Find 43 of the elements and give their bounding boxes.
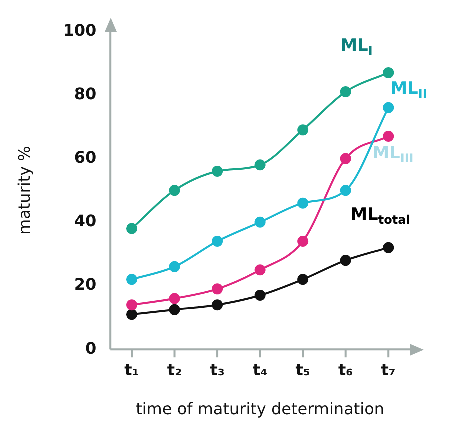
point: [126, 309, 138, 320]
point: [254, 160, 266, 171]
point: [254, 264, 266, 276]
y-tick-label: 20: [74, 275, 97, 294]
x-tick-label: t₇: [381, 360, 396, 380]
point: [383, 242, 394, 254]
x-tick-label: t₁: [124, 360, 140, 380]
x-tick-label: t₆: [338, 360, 354, 380]
y-tick-label: 40: [74, 212, 97, 231]
x-tick-label: t₅: [296, 360, 310, 380]
point: [298, 236, 309, 247]
point: [169, 293, 180, 304]
x-tick-label: t₃: [210, 360, 225, 380]
point: [212, 300, 224, 311]
y-tick-label: 0: [85, 338, 97, 358]
point: [126, 300, 138, 311]
y-tick-label: 60: [74, 148, 97, 167]
point: [169, 304, 180, 316]
point: [383, 67, 394, 78]
x-axis-title: time of maturity determination: [136, 400, 385, 419]
point: [254, 290, 266, 302]
x-tick-label: t₂: [167, 360, 182, 380]
point: [298, 198, 309, 209]
point: [169, 261, 180, 272]
point: [383, 102, 394, 114]
point: [126, 223, 138, 234]
y-tick-label: 100: [63, 20, 97, 40]
point: [212, 166, 224, 178]
point: [298, 274, 309, 286]
point: [340, 185, 352, 196]
point: [212, 284, 224, 295]
x-tick-label: t₄: [252, 360, 268, 380]
point: [383, 131, 394, 142]
y-tick-label: 80: [74, 84, 97, 104]
point: [340, 153, 352, 164]
y-axis-title: maturity %: [14, 146, 34, 236]
point: [340, 86, 352, 98]
point: [254, 216, 266, 228]
point: [298, 124, 309, 136]
point: [126, 274, 138, 286]
point: [340, 255, 352, 266]
point: [212, 236, 224, 247]
point: [169, 185, 180, 196]
